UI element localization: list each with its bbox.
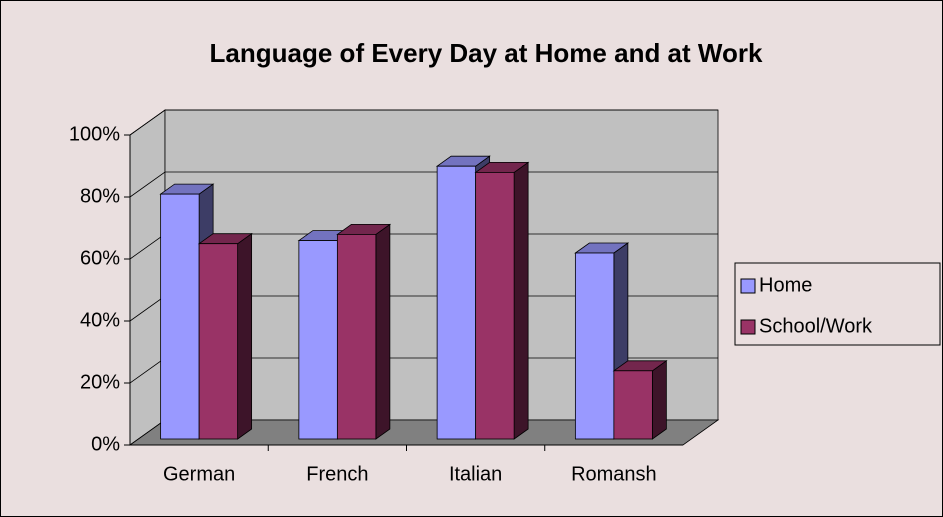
chart-title: Language of Every Day at Home and at Wor… <box>210 38 763 68</box>
bar <box>475 171 515 440</box>
grid-line <box>129 109 718 136</box>
x-tick-label: French <box>306 463 368 485</box>
bar <box>436 165 477 440</box>
y-tick-label: 40% <box>80 309 120 331</box>
bar <box>613 370 653 440</box>
bar-side <box>513 161 529 440</box>
y-tick-label: 100% <box>69 123 120 145</box>
bar <box>574 252 615 440</box>
legend-label: School/Work <box>759 315 873 337</box>
legend-label: Home <box>759 274 812 296</box>
legend-swatch <box>740 278 756 294</box>
bar-side <box>375 223 391 440</box>
bar <box>336 233 377 440</box>
y-tick-label: 20% <box>80 371 120 393</box>
y-tick-label: 80% <box>80 185 120 207</box>
x-tick-label: Romansh <box>571 463 657 485</box>
x-tick-label: German <box>163 463 235 485</box>
legend <box>734 262 941 346</box>
x-tick-label: Italian <box>449 463 502 485</box>
side-wall <box>129 109 166 446</box>
bar <box>198 243 239 440</box>
y-tick-label: 0% <box>91 433 120 455</box>
y-tick-label: 60% <box>80 247 120 269</box>
bar-side <box>237 232 253 440</box>
bar <box>160 193 200 440</box>
grid-line <box>129 171 718 198</box>
legend-swatch <box>740 319 756 335</box>
bar <box>298 240 338 440</box>
bar-side <box>651 360 667 440</box>
